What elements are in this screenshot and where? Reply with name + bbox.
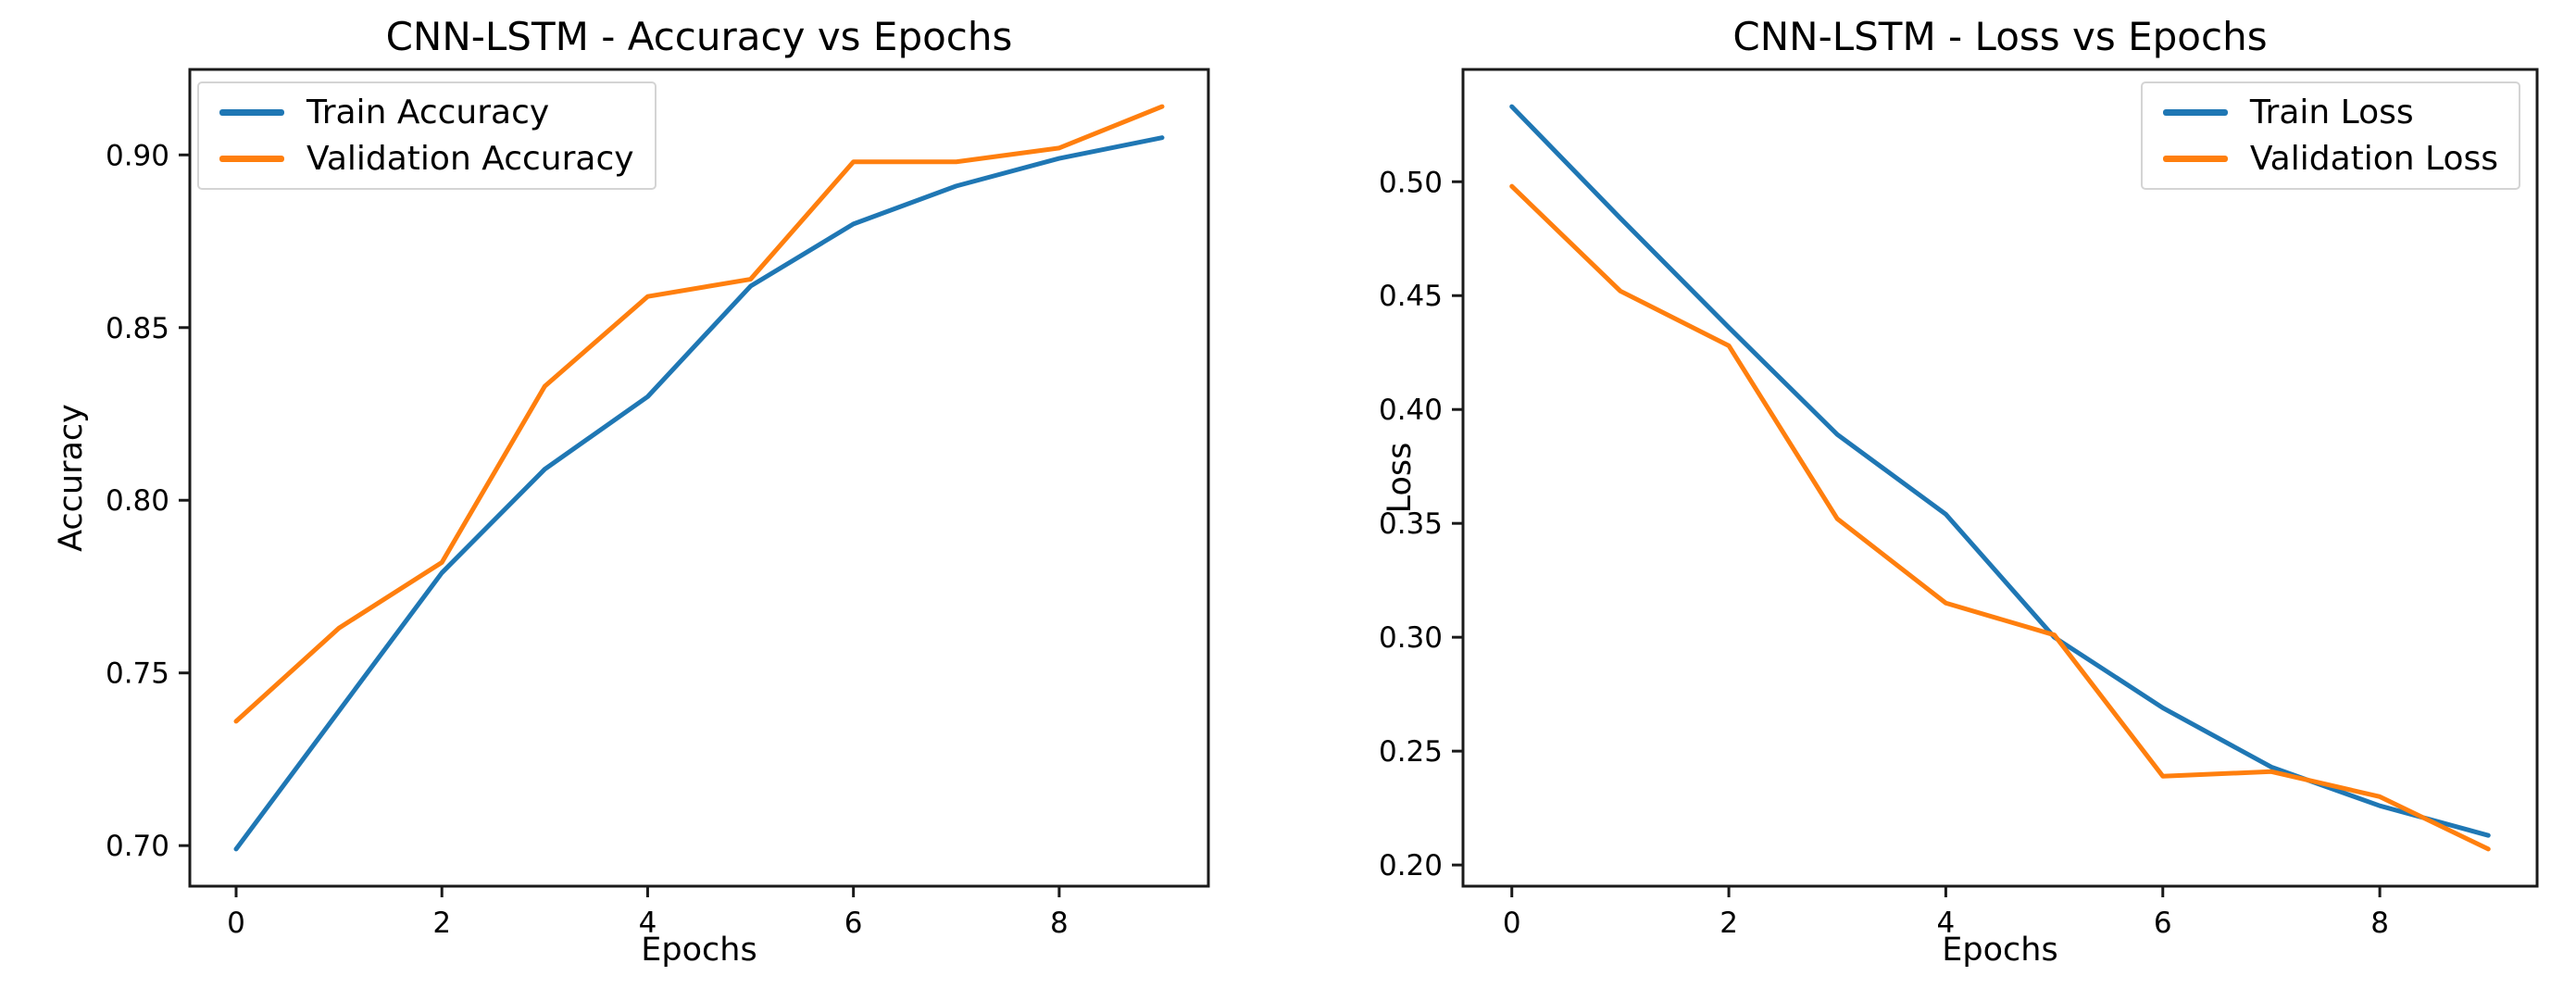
x-axis-label-accuracy: Epochs — [641, 932, 757, 969]
validation-accuracy-line — [233, 104, 1165, 724]
legend-label: Validation Accuracy — [306, 139, 634, 178]
y-tick-label: 0.80 — [106, 484, 169, 518]
x-tick-label: 6 — [2154, 907, 2172, 940]
y-tick-label: 0.25 — [1379, 735, 1443, 769]
legend-loss: Train Loss Validation Loss — [2140, 81, 2520, 191]
y-tick-label: 0.20 — [1379, 849, 1443, 882]
train-accuracy-line-swatch — [219, 109, 284, 117]
x-tick-label: 4 — [639, 907, 657, 940]
y-tick-label: 0.85 — [106, 312, 169, 345]
x-tick-label: 6 — [844, 907, 863, 940]
x-tick-label: 8 — [1050, 907, 1069, 940]
y-tick-label: 0.70 — [106, 830, 169, 863]
plot-area — [188, 68, 1210, 888]
y-tick-label: 0.35 — [1379, 507, 1443, 541]
train-accuracy-line — [233, 135, 1165, 852]
y-tick-label: 0.50 — [1379, 166, 1443, 199]
legend-label: Validation Loss — [2249, 139, 2498, 178]
y-tick-label: 0.40 — [1379, 394, 1443, 427]
y-axis-label-accuracy: Accuracy — [53, 404, 90, 552]
plot-area — [1461, 68, 2539, 888]
x-tick-label: 8 — [2370, 907, 2389, 940]
y-tick-label: 0.90 — [106, 139, 169, 172]
train-loss-line-swatch — [2162, 109, 2228, 117]
y-tick-label: 0.75 — [106, 657, 169, 691]
legend-accuracy: Train Accuracy Validation Accuracy — [197, 81, 657, 191]
legend-label: Train Accuracy — [306, 94, 550, 131]
x-tick-label: 4 — [1937, 907, 1956, 940]
y-tick-label: 0.30 — [1379, 621, 1443, 655]
validation-loss-line — [1509, 183, 2491, 852]
y-tick-label: 0.45 — [1379, 280, 1443, 313]
legend-label: Train Loss — [2249, 94, 2414, 131]
validation-accuracy-line-swatch — [219, 155, 284, 162]
validation-loss-line-swatch — [2162, 155, 2228, 162]
chart-title-accuracy: CNN-LSTM - Accuracy vs Epochs — [385, 14, 1013, 59]
x-tick-label: 0 — [227, 907, 245, 940]
x-tick-label: 2 — [432, 907, 451, 940]
legend-item-validation-loss: Validation Loss — [2162, 139, 2498, 178]
x-tick-label: 2 — [1719, 907, 1738, 940]
x-axis-label-loss: Epochs — [1942, 932, 2058, 969]
legend-item-validation-accuracy: Validation Accuracy — [219, 139, 634, 178]
x-tick-label: 0 — [1503, 907, 1521, 940]
y-axis-label-loss: Loss — [1382, 442, 1419, 514]
legend-item-train-loss: Train Loss — [2162, 94, 2498, 131]
legend-item-train-accuracy: Train Accuracy — [219, 94, 634, 131]
train-loss-line — [1509, 104, 2491, 838]
chart-title-loss: CNN-LSTM - Loss vs Epochs — [1732, 14, 2268, 59]
